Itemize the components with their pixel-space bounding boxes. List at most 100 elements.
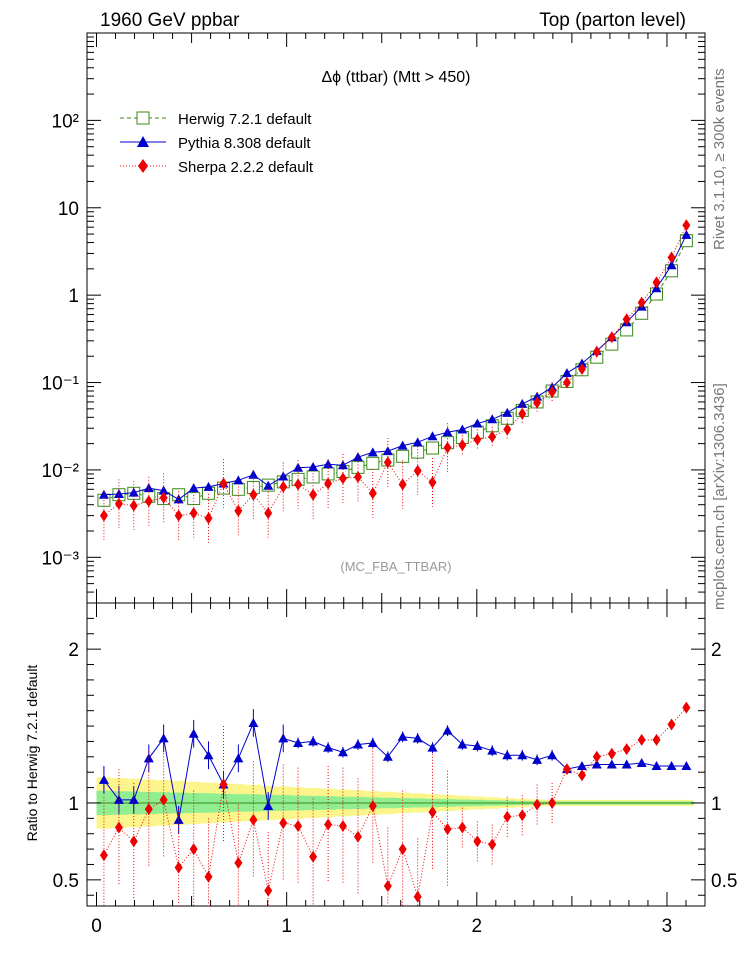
plot-title: Δϕ (ttbar) (Mtt > 450) bbox=[321, 69, 470, 86]
pythia-point bbox=[293, 462, 304, 472]
sherpa-point bbox=[667, 251, 676, 264]
pythia-point bbox=[143, 483, 154, 493]
ratio-pythia-point bbox=[621, 759, 632, 769]
sherpa-point bbox=[129, 499, 138, 512]
ratio-sherpa-point bbox=[443, 823, 452, 836]
pythia-point bbox=[367, 447, 378, 457]
ratio-pythia-point bbox=[606, 759, 617, 769]
y-tick-label: 10 bbox=[58, 199, 79, 220]
ratio-panel: 0.5 0.5 1 1 2 2 0 1 2 3 Ratio to Herwig 7.2.1 def… bbox=[24, 602, 737, 937]
ratio-y-tick-label-right: 0.5 bbox=[711, 871, 737, 892]
ratio-sherpa-line bbox=[103, 707, 687, 897]
ratio-frame bbox=[86, 602, 706, 907]
ratio-sherpa-point bbox=[473, 835, 482, 848]
sherpa-point bbox=[99, 509, 108, 522]
pythia-point bbox=[397, 440, 408, 450]
ratio-pythia-point bbox=[128, 794, 139, 804]
pythia-point bbox=[128, 487, 139, 497]
ratio-sherpa-point bbox=[324, 818, 333, 831]
pythia-point bbox=[472, 418, 483, 428]
herwig-line bbox=[103, 240, 687, 501]
pythia-point bbox=[487, 414, 498, 424]
ratio-sherpa-point bbox=[99, 849, 108, 862]
ratio-sherpa-point bbox=[562, 763, 571, 776]
legend-entry-pythia: Pythia 8.308 default bbox=[120, 135, 311, 152]
y-tick-label: 10⁻² bbox=[42, 461, 80, 482]
sherpa-point bbox=[353, 470, 362, 483]
legend-entry-herwig: Herwig 7.2.1 default bbox=[120, 111, 312, 128]
sherpa-point bbox=[518, 407, 527, 420]
sherpa-point bbox=[488, 430, 497, 443]
legend-label-sherpa: Sherpa 2.2.2 default bbox=[178, 159, 314, 176]
ratio-pythia-point bbox=[681, 761, 692, 771]
sherpa-point bbox=[309, 488, 318, 501]
ratio-ylabel: Ratio to Herwig 7.2.1 default bbox=[24, 665, 40, 842]
ratio-pythia-point bbox=[263, 801, 274, 811]
herwig-point bbox=[426, 441, 440, 455]
sherpa-point bbox=[368, 487, 377, 500]
x-tick-label: 2 bbox=[472, 916, 483, 937]
pythia-point bbox=[666, 260, 677, 270]
ratio-pythia-point bbox=[532, 754, 543, 764]
ratio-sherpa-point bbox=[458, 821, 467, 834]
sherpa-point bbox=[443, 441, 452, 454]
ratio-sherpa-point bbox=[219, 778, 228, 791]
ratio-pythia-point bbox=[412, 733, 423, 743]
watermark: (MC_FBA_TTBAR) bbox=[340, 559, 451, 574]
sherpa-point bbox=[548, 385, 557, 398]
ratio-sherpa-point bbox=[667, 718, 676, 731]
y-tick-label: 10⁻³ bbox=[42, 548, 80, 569]
sherpa-point bbox=[607, 331, 616, 344]
ratio-y-tick-label: 2 bbox=[68, 640, 79, 661]
y-tick-label: 10⁻¹ bbox=[42, 374, 80, 395]
ratio-pythia-point bbox=[666, 761, 677, 771]
legend: Herwig 7.2.1 default Pythia 8.308 defaul… bbox=[120, 111, 314, 176]
header-right: Top (parton level) bbox=[539, 10, 686, 31]
y-tick-label: 10² bbox=[52, 111, 79, 132]
pythia-point bbox=[203, 481, 214, 491]
ratio-y-tick-label: 1 bbox=[68, 794, 79, 815]
sherpa-point bbox=[219, 477, 228, 490]
pythia-line bbox=[103, 234, 687, 500]
ratio-sherpa-point bbox=[353, 830, 362, 843]
ratio-pythia-point bbox=[636, 757, 647, 767]
sherpa-point bbox=[473, 433, 482, 446]
pythia-point bbox=[442, 427, 453, 437]
sherpa-point bbox=[159, 491, 168, 504]
sherpa-point bbox=[279, 480, 288, 493]
pythia-point bbox=[517, 398, 528, 408]
ratio-sherpa-point bbox=[234, 856, 243, 869]
ratio-y-tick-label-right: 1 bbox=[711, 794, 722, 815]
legend-entry-sherpa: Sherpa 2.2.2 default bbox=[120, 159, 314, 176]
legend-label-pythia: Pythia 8.308 default bbox=[178, 135, 311, 152]
ratio-sherpa-point bbox=[488, 838, 497, 851]
herwig-point bbox=[396, 449, 410, 463]
ratio-sherpa-point bbox=[413, 890, 422, 903]
ratio-sherpa-point bbox=[368, 800, 377, 813]
ratio-pythia-point bbox=[98, 774, 109, 784]
ratio-sherpa-point bbox=[652, 733, 661, 746]
ratio-sherpa-point bbox=[264, 884, 273, 897]
ratio-pythia-point bbox=[576, 761, 587, 771]
pythia-point bbox=[323, 459, 334, 469]
sherpa-point bbox=[428, 476, 437, 489]
rivet-label: Rivet 3.1.10, ≥ 300k events bbox=[711, 68, 728, 250]
x-tick-label: 0 bbox=[91, 916, 102, 937]
sherpa-point bbox=[383, 456, 392, 469]
sherpa-point bbox=[249, 488, 258, 501]
ratio-pythia-point bbox=[442, 725, 453, 735]
sherpa-point bbox=[398, 478, 407, 491]
ratio-sherpa-point bbox=[577, 769, 586, 782]
sherpa-point bbox=[144, 495, 153, 508]
sherpa-point bbox=[204, 512, 213, 525]
ratio-sherpa-point bbox=[503, 810, 512, 823]
ratio-pythia-point bbox=[352, 739, 363, 749]
ratio-y-tick-label-right: 2 bbox=[711, 640, 722, 661]
ratio-pythia-point bbox=[487, 745, 498, 755]
sherpa-point bbox=[652, 276, 661, 289]
pythia-point bbox=[308, 462, 319, 472]
ratio-y-tick-label: 0.5 bbox=[53, 871, 79, 892]
ratio-pythia-point bbox=[547, 750, 558, 760]
x-tick-label: 3 bbox=[662, 916, 673, 937]
